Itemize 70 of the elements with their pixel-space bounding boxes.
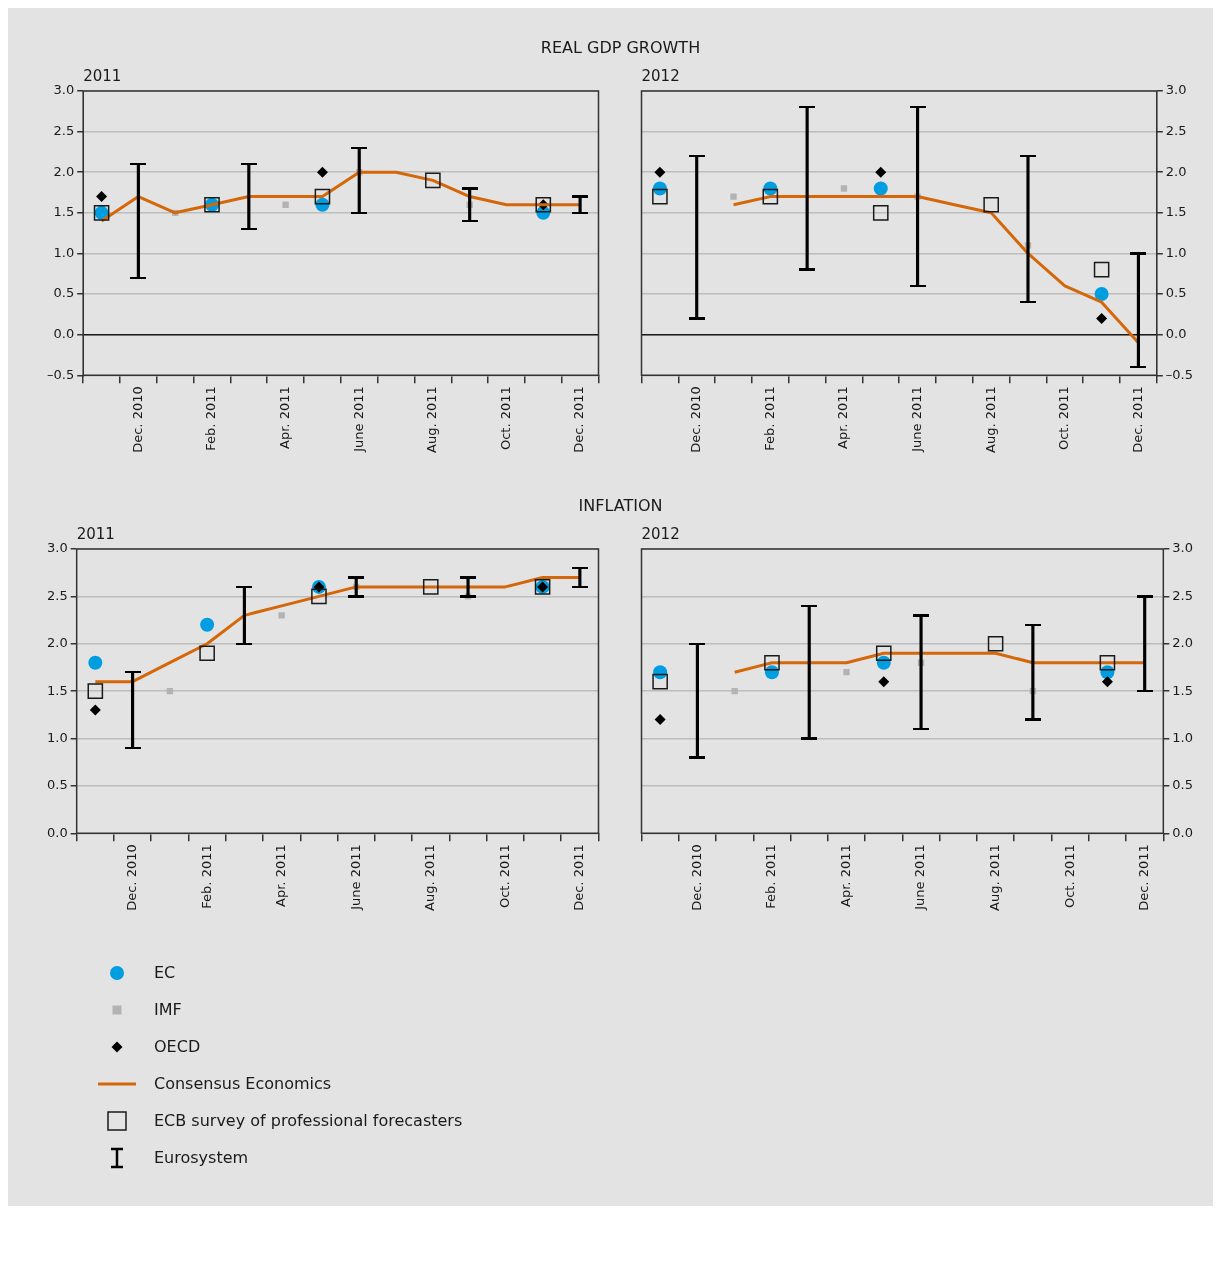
y-tick-label: 0.5 bbox=[53, 285, 75, 301]
x-tick-label: Oct. 2011 bbox=[1061, 844, 1077, 909]
y2-tick-label: –0.5 bbox=[1165, 366, 1194, 382]
y2-tick-label: 3.0 bbox=[1165, 82, 1187, 98]
y-tick-label: 2.0 bbox=[46, 635, 68, 651]
y2-tick-label: 1.0 bbox=[1165, 244, 1187, 260]
y-tick-label: 0.0 bbox=[53, 326, 75, 342]
y-tick-label: 3.0 bbox=[46, 540, 68, 556]
x-tick-label: Feb. 2011 bbox=[761, 386, 777, 451]
y-tick-label: 1.5 bbox=[46, 682, 68, 698]
y2-tick-label: 0.0 bbox=[1165, 326, 1187, 342]
x-tick-label: Oct. 2011 bbox=[1056, 386, 1072, 451]
y-tick-label: 1.0 bbox=[53, 244, 75, 260]
x-tick-label: Aug. 2011 bbox=[424, 386, 440, 453]
x-tick-label: Dec. 2011 bbox=[571, 386, 587, 453]
x-tick-label: June 2011 bbox=[912, 844, 928, 911]
y2-tick-label: 2.5 bbox=[1172, 587, 1194, 603]
y-tick-label: 1.5 bbox=[53, 204, 75, 220]
chart-title: REAL GDP GROWTH bbox=[539, 38, 702, 57]
x-tick-label: Feb. 2011 bbox=[203, 386, 219, 451]
x-tick-label: Oct. 2011 bbox=[496, 844, 512, 909]
chart-subtitle: 2011 bbox=[76, 525, 115, 544]
legend-label: EC bbox=[154, 963, 176, 982]
y2-tick-label: 2.0 bbox=[1172, 635, 1194, 651]
x-tick-label: Dec. 2011 bbox=[1129, 386, 1145, 453]
y2-tick-label: 3.0 bbox=[1172, 540, 1194, 556]
legend-label: Consensus Economics bbox=[154, 1074, 332, 1093]
y-tick-label: 2.5 bbox=[53, 122, 75, 138]
y2-tick-label: 1.5 bbox=[1165, 204, 1187, 220]
x-tick-label: Dec. 2011 bbox=[1136, 844, 1152, 911]
chart-subtitle: 2012 bbox=[641, 525, 680, 544]
x-tick-label: Dec. 2010 bbox=[123, 844, 139, 911]
x-tick-label: Apr. 2011 bbox=[835, 386, 851, 449]
y2-tick-label: 2.0 bbox=[1165, 163, 1187, 179]
legend-label: OECD bbox=[154, 1037, 201, 1056]
x-tick-label: June 2011 bbox=[350, 386, 366, 453]
y2-tick-label: 1.0 bbox=[1172, 729, 1194, 745]
x-tick-label: Feb. 2011 bbox=[763, 844, 779, 909]
y2-tick-label: 1.5 bbox=[1172, 682, 1194, 698]
y-tick-label: 0.0 bbox=[46, 824, 68, 840]
legend-label: Eurosystem bbox=[154, 1148, 249, 1167]
y2-tick-label: 0.0 bbox=[1172, 824, 1194, 840]
legend-label: ECB survey of professional forecasters bbox=[154, 1111, 463, 1130]
y2-tick-label: 0.5 bbox=[1165, 285, 1187, 301]
x-tick-label: Apr. 2011 bbox=[837, 844, 853, 907]
x-tick-label: Dec. 2010 bbox=[688, 844, 704, 911]
x-tick-label: Oct. 2011 bbox=[497, 386, 513, 451]
y2-tick-label: 0.5 bbox=[1172, 777, 1194, 793]
y-tick-label: 0.5 bbox=[46, 777, 68, 793]
x-tick-label: Dec. 2011 bbox=[571, 844, 587, 911]
x-tick-label: June 2011 bbox=[908, 386, 924, 453]
x-tick-label: Aug. 2011 bbox=[422, 844, 438, 911]
legend-label: IMF bbox=[154, 1000, 182, 1019]
y2-tick-label: 2.5 bbox=[1165, 122, 1187, 138]
y-tick-label: 3.0 bbox=[53, 82, 75, 98]
y-tick-label: 2.5 bbox=[46, 587, 68, 603]
y-tick-label: 1.0 bbox=[46, 729, 68, 745]
x-tick-label: Aug. 2011 bbox=[986, 844, 1002, 911]
x-tick-label: Apr. 2011 bbox=[273, 844, 289, 907]
x-tick-label: Dec. 2010 bbox=[129, 386, 145, 453]
x-tick-label: Aug. 2011 bbox=[982, 386, 998, 453]
chart-subtitle: 2011 bbox=[83, 67, 122, 86]
x-tick-label: Apr. 2011 bbox=[277, 386, 292, 449]
y-tick-label: 2.0 bbox=[53, 163, 75, 179]
x-tick-label: Feb. 2011 bbox=[198, 844, 214, 909]
chart-title: INFLATION bbox=[577, 496, 664, 515]
y-tick-label: –0.5 bbox=[46, 366, 75, 382]
x-tick-label: Dec. 2010 bbox=[688, 386, 704, 453]
x-tick-label: June 2011 bbox=[347, 844, 363, 911]
chart-subtitle: 2012 bbox=[641, 67, 680, 86]
